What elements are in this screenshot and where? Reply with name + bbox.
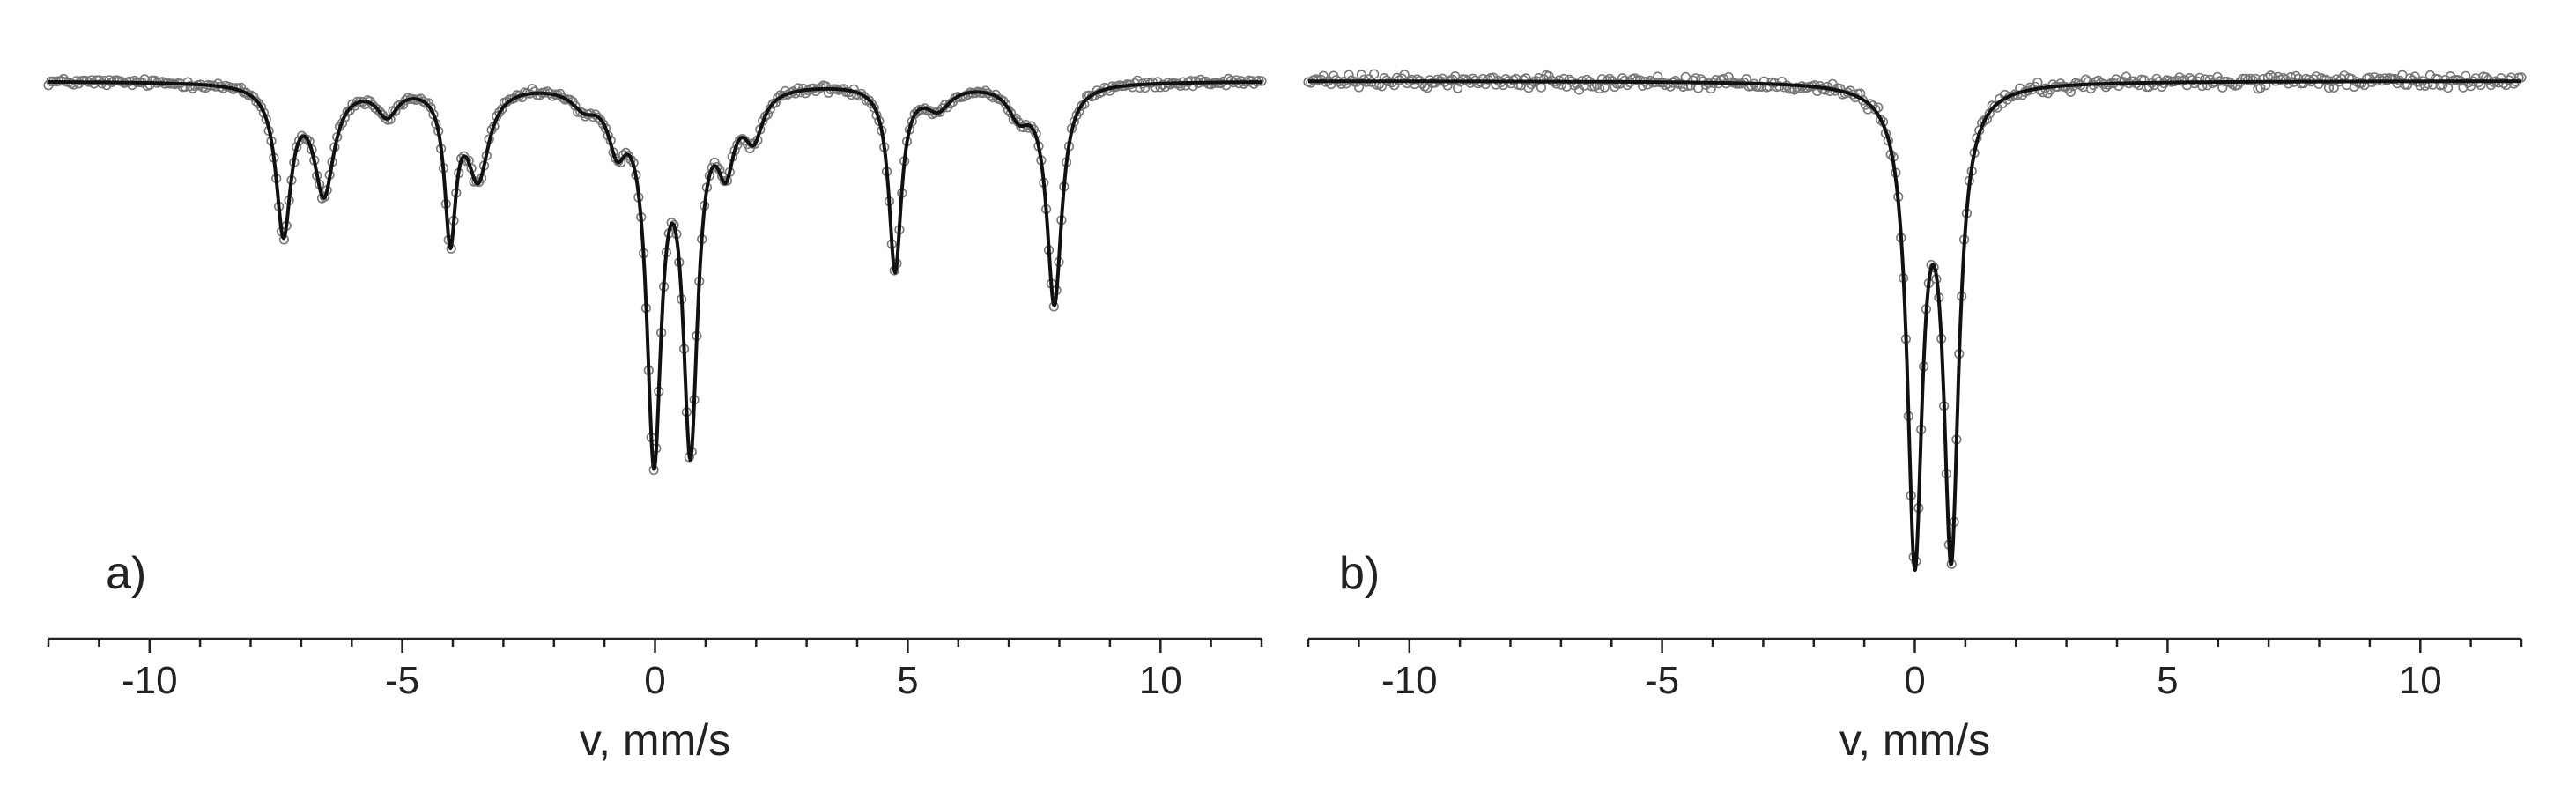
data-point <box>1077 100 1087 111</box>
x-ticks-b: -10 -5 0 5 10 <box>1307 639 2523 702</box>
panel-label-b: b) <box>1339 548 1380 599</box>
x-tick-label: -5 <box>1645 659 1679 702</box>
data-point <box>1364 74 1374 85</box>
data-points-b <box>1303 69 2527 569</box>
data-point <box>1688 75 1699 85</box>
data-point <box>944 99 955 109</box>
fit-line-b <box>1307 79 2523 572</box>
data-point <box>1353 82 1365 93</box>
data-point <box>418 96 429 107</box>
data-point <box>373 104 383 115</box>
data-point <box>2424 70 2436 81</box>
data-point <box>2508 78 2519 89</box>
data-point <box>2276 74 2286 85</box>
data-point <box>1369 69 1380 79</box>
data-point <box>255 101 267 112</box>
x-tick-label: 0 <box>1904 659 1925 702</box>
data-point <box>104 75 115 85</box>
data-point <box>1231 75 1241 85</box>
data-point <box>1594 83 1605 94</box>
data-point <box>1005 107 1016 118</box>
data-point <box>2498 78 2509 89</box>
data-point <box>1581 74 1592 85</box>
data-point <box>2065 86 2076 97</box>
data-point <box>593 112 603 122</box>
data-point <box>1536 82 1547 93</box>
fit-line-a <box>47 80 1263 471</box>
x-tick-label: 10 <box>1139 659 1182 702</box>
x-axis-title-a: v, mm/s <box>580 715 730 765</box>
data-point <box>319 191 329 202</box>
x-tick-label: 5 <box>2157 659 2178 702</box>
data-point <box>1614 78 1625 89</box>
x-axis-title-b: v, mm/s <box>1839 715 1990 765</box>
data-point <box>496 104 507 115</box>
x-tick-label: 0 <box>644 659 665 702</box>
data-point <box>251 96 262 107</box>
panel-a: -10 -5 0 5 10 v, mm/s a) <box>43 73 1267 765</box>
data-point <box>1452 83 1463 93</box>
data-points-a <box>43 73 1267 476</box>
data-point <box>2323 82 2335 93</box>
data-point <box>2080 74 2091 85</box>
data-point <box>1399 70 1410 80</box>
data-point <box>1876 115 1886 125</box>
panel-label-a: a) <box>106 548 146 599</box>
data-point <box>91 75 102 85</box>
x-ticks-a: -10 -5 0 5 10 <box>47 639 1263 702</box>
data-point <box>1356 70 1366 80</box>
data-point <box>535 90 545 100</box>
x-tick-label: 10 <box>2399 659 2442 702</box>
x-tick-label: -10 <box>122 659 178 702</box>
data-point <box>390 106 401 116</box>
data-point <box>2283 78 2294 89</box>
x-tick-label: 5 <box>897 659 918 702</box>
data-point <box>2443 82 2454 93</box>
data-point <box>2432 74 2443 85</box>
data-point <box>570 100 581 111</box>
data-point <box>2331 74 2342 85</box>
data-point <box>1001 99 1011 110</box>
data-point <box>1928 262 1939 273</box>
data-point <box>2255 83 2266 93</box>
x-tick-label: -5 <box>385 659 419 702</box>
data-point <box>301 134 312 144</box>
data-point <box>1344 70 1354 80</box>
panel-b: -10 -5 0 5 10 v, mm/s b) <box>1303 69 2527 765</box>
data-point <box>377 110 389 121</box>
data-point <box>1564 74 1574 85</box>
data-point <box>375 107 386 117</box>
x-tick-label: -10 <box>1381 659 1438 702</box>
data-point <box>770 98 781 108</box>
